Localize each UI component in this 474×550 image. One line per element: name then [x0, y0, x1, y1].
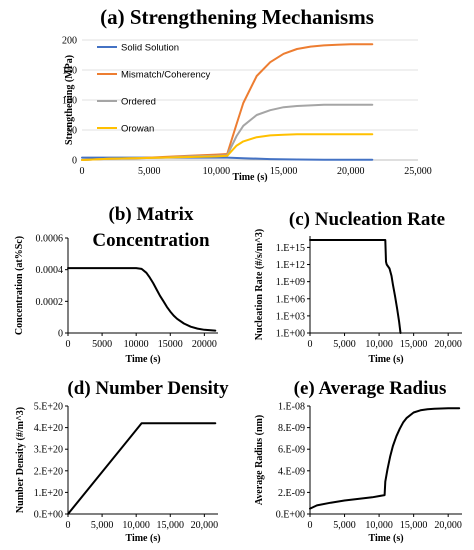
chart-d: (d) Number Density 0.E+00 1.E+20 2.E+20 3.E+… — [15, 378, 229, 544]
x-tick-label: 20,000 — [434, 520, 462, 531]
legend-label: Ordered — [121, 97, 156, 108]
x-tick-label: 5,000 — [91, 520, 114, 531]
y-tick-label: 0.E+00 — [34, 510, 63, 521]
x-axis-label: Time (s) — [125, 354, 160, 365]
chart-b: (b) Matrix Concentration 0 0.0002 0.0004 0.00… — [14, 204, 218, 365]
x-tick-label: 20,000 — [191, 520, 219, 531]
x-tick-label: 0 — [80, 166, 85, 177]
series-line — [309, 239, 402, 334]
x-axis-label: Time (s) — [232, 172, 267, 183]
x-tick-label: 15,000 — [157, 520, 185, 531]
series-line — [67, 422, 217, 515]
chart-a: (a) Strengthening Mechanisms 0 50 100 150 200… — [62, 5, 432, 183]
chart-title: (d) Number Density — [67, 378, 229, 399]
chart-e: (e) Average Radius 0.E+00 2.E-09 4.E-09 6.E-… — [254, 378, 462, 544]
x-tick-label: 10,000 — [365, 339, 393, 350]
y-tick-label: 100 — [62, 96, 77, 107]
series-line — [309, 407, 461, 510]
y-tick-label: 3.E+20 — [34, 445, 63, 456]
x-tick-label: 15000 — [158, 339, 183, 350]
chart-title: Concentration — [92, 230, 210, 251]
series-line-orowan — [81, 133, 374, 161]
y-tick-label: 1.E+09 — [276, 277, 305, 288]
y-axis-label: Average Radius (nm) — [254, 415, 265, 505]
x-tick-label: 20,000 — [434, 339, 462, 350]
y-axis-label: Strengthening (MPa) — [64, 55, 75, 145]
y-tick-label: 0.0004 — [36, 265, 64, 276]
chart-c: (c) Nucleation Rate 1.E+00 1.E+03 1.E+06 1.E… — [254, 209, 462, 365]
y-tick-label: 6.E-09 — [278, 445, 305, 456]
y-tick-label: 8.E-09 — [278, 423, 305, 434]
chart-title: (a) Strengthening Mechanisms — [100, 5, 374, 29]
y-tick-label: 150 — [62, 66, 77, 77]
legend-label: Orowan — [121, 124, 154, 135]
legend-label: Solid Solution — [121, 43, 179, 54]
y-tick-label: 1.E+12 — [276, 260, 305, 271]
x-tick-label: 5,000 — [333, 339, 356, 350]
y-tick-label: 0 — [72, 156, 77, 167]
series-line — [67, 267, 217, 332]
x-tick-label: 10,000 — [203, 166, 231, 177]
y-tick-label: 4.E+20 — [34, 423, 63, 434]
x-axis-label: Time (s) — [368, 354, 403, 365]
y-tick-label: 1.E+00 — [276, 329, 305, 340]
y-axis-label: Number Density (#/m^3) — [15, 407, 26, 513]
x-tick-label: 0 — [308, 339, 313, 350]
x-tick-label: 10,000 — [365, 520, 393, 531]
x-tick-label: 20,000 — [337, 166, 365, 177]
y-tick-label: 5.E+20 — [34, 402, 63, 413]
x-tick-label: 15,000 — [400, 520, 428, 531]
x-tick-label: 15,000 — [400, 339, 428, 350]
y-tick-label: 2.E-09 — [278, 488, 305, 499]
x-tick-label: 5,000 — [138, 166, 161, 177]
legend-label: Mismatch/Coherency — [121, 70, 210, 81]
x-tick-label: 0 — [308, 520, 313, 531]
x-tick-label: 20000 — [192, 339, 217, 350]
x-tick-label: 25,000 — [404, 166, 432, 177]
chart-title: (e) Average Radius — [294, 378, 447, 399]
y-tick-label: 1.E-08 — [278, 402, 305, 413]
y-tick-label: 4.E-09 — [278, 466, 305, 477]
x-tick-label: 15,000 — [270, 166, 298, 177]
chart-title: (c) Nucleation Rate — [289, 209, 445, 230]
chart-title: (b) Matrix — [109, 204, 194, 225]
y-axis-label: Concentration (at%Sc) — [14, 236, 25, 335]
x-tick-label: 10000 — [124, 339, 149, 350]
x-axis-label: Time (s) — [368, 533, 403, 544]
y-tick-label: 0.0006 — [36, 234, 64, 245]
y-tick-label: 1.E+15 — [276, 243, 305, 254]
y-tick-label: 200 — [62, 36, 77, 47]
x-tick-label: 10,000 — [122, 520, 150, 531]
y-tick-label: 0.E+00 — [276, 510, 305, 521]
y-tick-label: 50 — [67, 126, 77, 137]
y-tick-label: 2.E+20 — [34, 466, 63, 477]
x-tick-label: 5000 — [92, 339, 112, 350]
x-tick-label: 0 — [66, 339, 71, 350]
y-tick-label: 1.E+03 — [276, 311, 305, 322]
y-tick-label: 0.0002 — [36, 297, 64, 308]
y-tick-label: 0 — [58, 329, 63, 340]
y-tick-label: 1.E+20 — [34, 488, 63, 499]
x-axis-label: Time (s) — [125, 533, 160, 544]
y-axis-label: Nucleation Rate (#/s/m^3) — [254, 229, 265, 340]
x-tick-label: 0 — [66, 520, 71, 531]
y-tick-label: 1.E+06 — [276, 294, 305, 305]
x-tick-label: 5,000 — [333, 520, 356, 531]
